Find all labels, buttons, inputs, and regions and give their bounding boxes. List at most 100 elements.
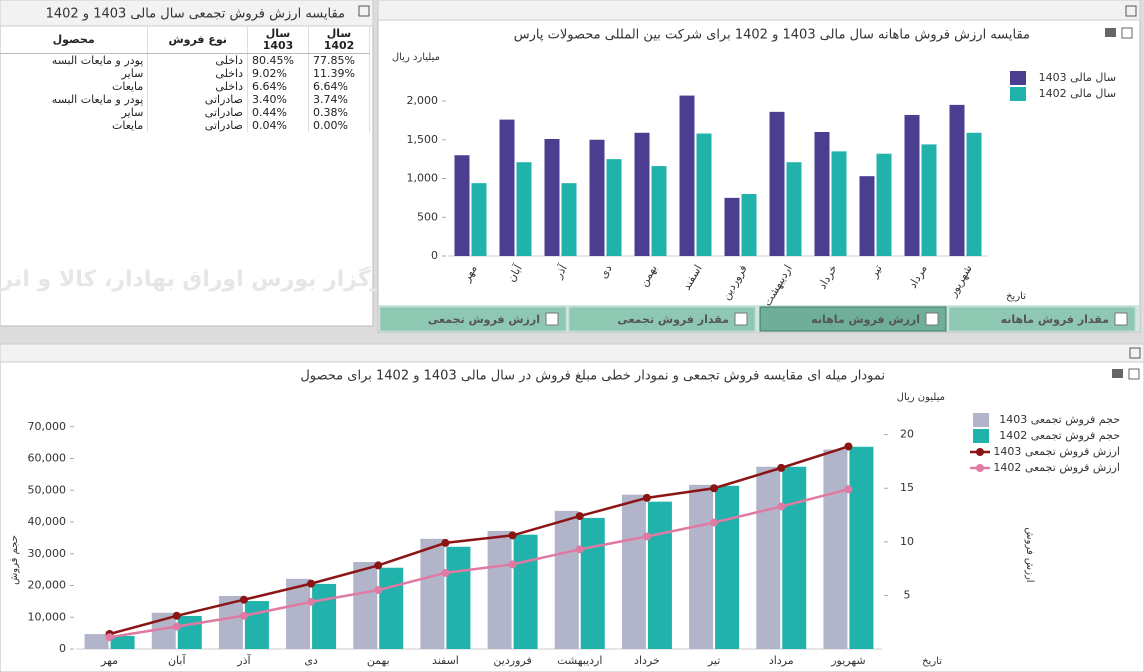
bar: [724, 197, 740, 256]
tab-label[interactable]: مقدار فروش ماهانه: [1001, 313, 1109, 326]
bar: [859, 176, 875, 256]
point: [710, 484, 719, 493]
point: [105, 633, 114, 642]
bar: [177, 615, 202, 649]
table-cell: داخلی: [147, 80, 248, 93]
table-cell: 0.38%: [308, 106, 370, 119]
y-axis-label: میلیارد ریال: [392, 52, 440, 63]
legend-swatch: [973, 413, 989, 427]
bar: [554, 510, 579, 649]
table-title: مقایسه ارزش فروش تجمعی سال مالی 1403 و 1…: [46, 7, 345, 22]
table-cell: صادراتی: [147, 93, 248, 106]
table-cell: صادراتی: [147, 119, 248, 132]
print-icon[interactable]: [1105, 28, 1116, 37]
x-tick-label: اسفند: [432, 654, 459, 667]
maximize-icon[interactable]: [358, 5, 370, 17]
export-icon[interactable]: [1121, 27, 1133, 39]
tab[interactable]: [948, 306, 1136, 332]
bar: [471, 183, 487, 256]
tab-label[interactable]: مقدار فروش تجمعی: [617, 313, 729, 326]
y-axis-label: حجم فروش: [9, 535, 20, 585]
y2-unit-label: میلیون ریال: [897, 392, 945, 403]
table-cell: داخلی: [147, 53, 248, 67]
y-tick-label: 40,000: [28, 515, 67, 528]
maximize-icon[interactable]: [1129, 347, 1141, 359]
y-tick-label: 20,000: [28, 579, 67, 592]
table-cell: 80.45%: [247, 53, 309, 67]
table-cell: داخلی: [147, 67, 248, 80]
point: [710, 518, 719, 527]
y2-tick-label: 20: [900, 428, 914, 441]
point: [508, 531, 517, 540]
table-cell: 9.02%: [247, 67, 309, 80]
table-cell: 3.74%: [308, 93, 370, 106]
line: [109, 445, 849, 636]
tab-icon: [1114, 312, 1128, 326]
tab-icon: [925, 312, 939, 326]
bar: [634, 132, 650, 256]
x-tick-label: تیر: [707, 654, 720, 667]
bar: [769, 111, 785, 256]
bar: [487, 530, 512, 649]
legend-label: سال مالی 1403: [1039, 71, 1116, 84]
table-cell: 77.85%: [308, 53, 370, 67]
y-tick-label: 50,000: [28, 483, 67, 496]
legend-label: ارزش فروش تجمعی 1403: [993, 445, 1120, 458]
point: [575, 545, 584, 554]
column-header: نوع فروش: [147, 27, 248, 54]
bar: [647, 501, 672, 649]
bar: [580, 517, 605, 649]
bar: [689, 484, 714, 649]
tab-label[interactable]: ارزش فروش ماهانه: [811, 313, 920, 326]
y-tick-label: 60,000: [28, 452, 67, 465]
bar: [715, 485, 740, 649]
x-axis-label: تاریخ: [922, 656, 942, 667]
bar: [679, 95, 695, 256]
y2-tick-label: 10: [900, 535, 914, 548]
point: [642, 532, 651, 541]
column-header: محصول: [0, 27, 149, 54]
point: [374, 586, 383, 595]
y2-tick-label: 5: [904, 588, 911, 601]
export-icon[interactable]: [1128, 368, 1140, 380]
table-cell: سایر: [0, 106, 149, 119]
point: [307, 579, 316, 588]
bar: [516, 162, 532, 256]
legend-label: سال مالی 1402: [1039, 87, 1116, 100]
print-icon[interactable]: [1112, 369, 1123, 378]
table-cell: مایعات: [0, 119, 149, 132]
header-row: محصول نوع فروش سال 1403 سال 1402: [0, 27, 370, 54]
tab[interactable]: [568, 306, 756, 332]
table-cell: 0.04%: [247, 119, 309, 132]
bar: [786, 162, 802, 256]
tab[interactable]: [379, 306, 567, 332]
table-cell: پودر و مایعات البسه: [0, 93, 149, 106]
x-tick-label: بهمن: [367, 654, 390, 667]
tab-icon: [545, 312, 559, 326]
legend-label: حجم فروش تجمعی 1402: [999, 429, 1120, 442]
tab-label[interactable]: ارزش فروش تجمعی: [428, 313, 540, 326]
x-tick-label: دی: [304, 654, 318, 667]
bar: [589, 139, 605, 256]
table-row: پودر و مایعات البسه داخلی 80.45% 77.85%: [0, 53, 370, 67]
bar: [814, 132, 830, 256]
y-tick-label: 30,000: [28, 547, 67, 560]
x-tick-label: دی: [597, 262, 615, 280]
bar: [513, 534, 538, 649]
bar: [876, 153, 892, 256]
column-header: سال 1402: [308, 27, 370, 54]
legend-label: حجم فروش تجمعی 1403: [999, 413, 1120, 426]
bar: [621, 494, 646, 649]
table-row: سایر داخلی 9.02% 11.39%: [0, 67, 370, 80]
maximize-icon[interactable]: [1125, 5, 1137, 17]
tab[interactable]: [759, 306, 947, 332]
bar: [454, 155, 470, 256]
point: [239, 595, 248, 604]
table-row: مایعات صادراتی 0.04% 0.00%: [0, 119, 370, 132]
table-cell: صادراتی: [147, 106, 248, 119]
y2-tick-label: 15: [900, 481, 914, 494]
bar: [286, 578, 311, 649]
bar: [904, 114, 920, 256]
legend-swatch: [973, 429, 989, 443]
